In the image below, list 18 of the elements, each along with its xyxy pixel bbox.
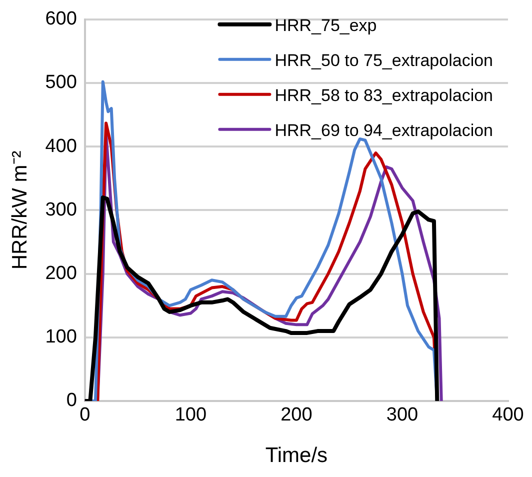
x-tick-label: 0 xyxy=(80,404,90,426)
x-tick-label: 200 xyxy=(280,404,312,426)
x-tick-label: 300 xyxy=(386,404,418,426)
y-axis-title: HRR/kW m⁻² xyxy=(8,150,32,270)
y-tick-label: 500 xyxy=(45,72,77,94)
legend-label: HRR_50 to 75_extrapolacion xyxy=(274,51,494,70)
y-tick-label: 300 xyxy=(45,199,77,220)
y-tick-label: 0 xyxy=(66,390,77,412)
x-tick-label: 100 xyxy=(174,404,207,426)
legend-label: HRR_75_exp xyxy=(274,16,377,36)
legend-label: HRR_69 to 94_extrapolacion xyxy=(274,121,494,140)
legend-label: HRR_58 to 83_extrapolacion xyxy=(274,86,494,106)
x-axis-title: Time/s xyxy=(265,444,328,468)
y-tick-label: 100 xyxy=(45,326,77,348)
y-tick-label: 600 xyxy=(45,8,77,30)
x-tick-label: 400 xyxy=(492,404,524,426)
y-tick-label: 200 xyxy=(45,263,77,284)
y-tick-label: 400 xyxy=(45,136,77,157)
